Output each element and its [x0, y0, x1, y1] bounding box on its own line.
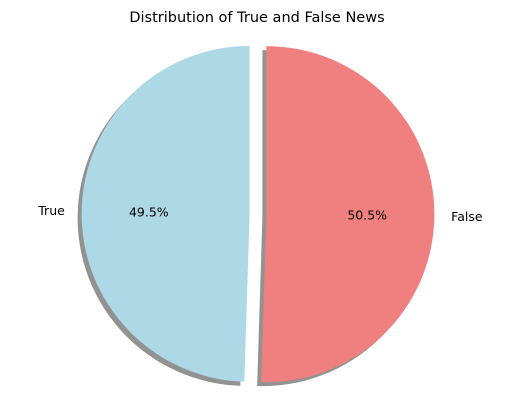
pie-slices	[81, 45, 435, 383]
slice-percent-false: 50.5%	[347, 208, 387, 223]
pie-labels: True 49.5% False 50.5%	[37, 203, 483, 224]
slice-label-false: False	[451, 209, 483, 224]
pie-slice-true	[81, 45, 250, 382]
pie-slice-false	[261, 46, 435, 383]
slice-percent-true: 49.5%	[129, 204, 169, 219]
chart-title: Distribution of True and False News	[129, 10, 384, 26]
slice-label-true: True	[37, 203, 65, 218]
